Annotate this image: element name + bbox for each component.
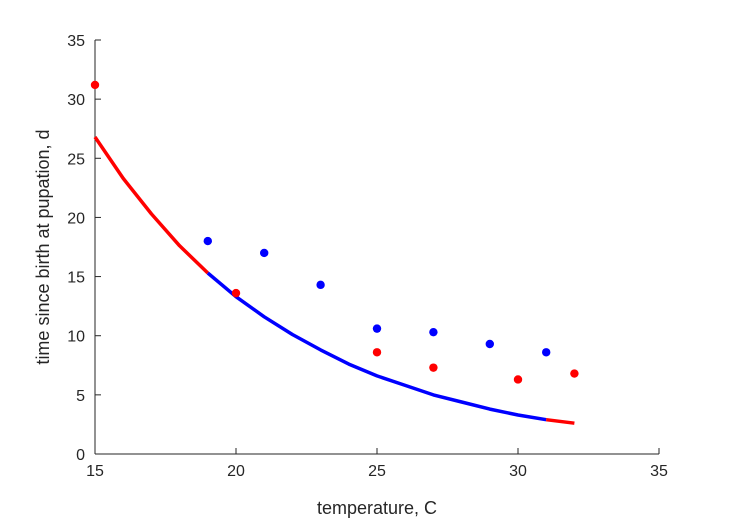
y-axis-label: time since birth at pupation, d	[33, 129, 53, 364]
blue-data-point	[260, 248, 269, 258]
x-tick-label: 20	[227, 463, 245, 480]
red-data-point	[570, 369, 579, 378]
fit-curve-segment	[93, 136, 210, 275]
y-tick-label: 25	[67, 151, 85, 168]
data-points	[90, 80, 579, 384]
y-tick-label: 30	[67, 92, 85, 109]
y-tick-label: 15	[67, 270, 85, 287]
blue-data-point	[372, 324, 382, 333]
red-data-point	[429, 363, 438, 372]
fit-curve-segment	[545, 417, 575, 425]
blue-data-point	[429, 327, 438, 337]
axes: 15 20 25 30 35 0 5 10 15 20 25 30 35	[67, 33, 668, 480]
fit-curve-segment	[206, 271, 547, 422]
blue-data-point	[542, 348, 551, 357]
y-tick-label: 20	[67, 210, 85, 227]
blue-data-point	[203, 236, 212, 246]
red-data-point	[513, 375, 523, 384]
red-data-point	[372, 348, 382, 357]
y-tick-label: 0	[76, 447, 85, 464]
x-axis-label: temperature, C	[317, 498, 437, 518]
y-tick-label: 10	[67, 329, 85, 346]
x-tick-label: 35	[650, 463, 668, 480]
blue-data-point	[316, 280, 325, 290]
red-data-point	[231, 288, 241, 298]
x-tick-label: 30	[509, 463, 527, 480]
y-tick-label: 5	[76, 388, 85, 405]
blue-data-point	[485, 339, 494, 349]
x-tick-label: 25	[368, 463, 386, 480]
fit-curve	[93, 136, 575, 425]
x-tick-label: 15	[86, 463, 104, 480]
y-tick-label: 35	[67, 33, 85, 50]
red-data-point	[90, 80, 100, 90]
